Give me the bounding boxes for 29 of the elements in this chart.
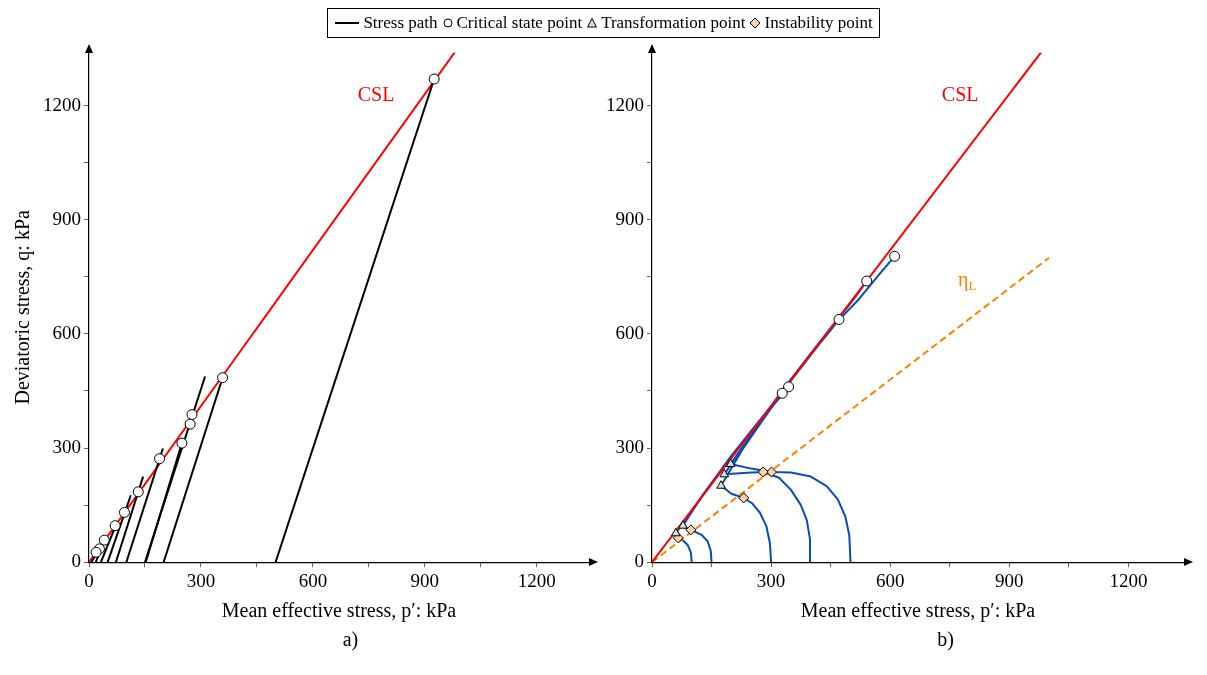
text: a) <box>342 628 359 651</box>
x-tick-label: 900 <box>410 569 440 591</box>
legend-label: Transformation point <box>601 13 746 33</box>
y-tick-label: 300 <box>615 436 644 458</box>
x-tick-label: 300 <box>756 569 786 591</box>
y-tick-label: 600 <box>52 321 81 343</box>
x-tick-label: 300 <box>186 569 216 591</box>
x-axis-title: Mean effective stress, p′: kPa <box>800 599 1036 623</box>
x-tick-label: 600 <box>298 569 328 591</box>
series-label: CSL <box>357 82 395 105</box>
y-tick-label: 900 <box>52 207 81 229</box>
y-tick-label: 600 <box>615 321 644 343</box>
series-label: CSL <box>941 82 979 105</box>
x-tick-label: 900 <box>995 569 1024 591</box>
legend-label: Stress path <box>363 13 438 33</box>
y-tick-label: 300 <box>52 436 81 458</box>
x-tick-label: 1200 <box>1109 569 1148 591</box>
y-tick-label: 900 <box>615 207 644 229</box>
x-tick-label: 1200 <box>517 569 556 591</box>
y-tick-label: 0 <box>634 550 644 572</box>
legend-label: Instability point <box>764 13 873 33</box>
y-tick-label: 1200 <box>43 93 81 115</box>
x-tick-label: 600 <box>875 569 905 591</box>
text: b) <box>937 628 954 651</box>
y-axis-title: Deviatoric stress, q: kPa <box>11 209 35 405</box>
y-tick-label: 0 <box>71 550 81 572</box>
x-axis-title: Mean effective stress, p′: kPa <box>221 599 457 623</box>
legend-label: Critical state point <box>456 13 583 33</box>
y-tick-label: 1200 <box>606 93 644 115</box>
